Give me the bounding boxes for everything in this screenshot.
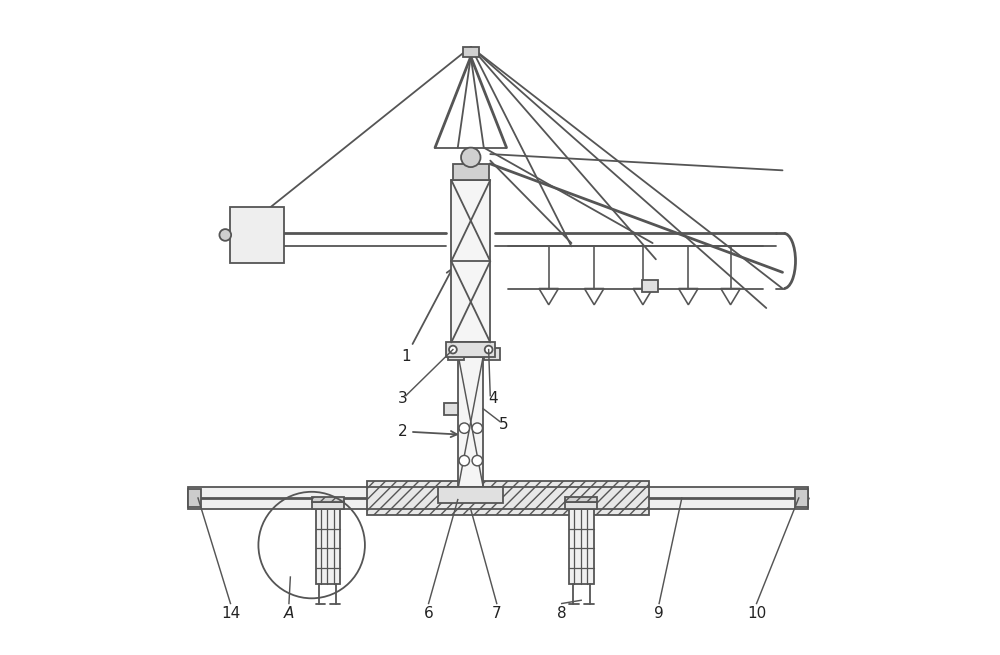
Bar xyxy=(569,510,594,584)
Text: 6: 6 xyxy=(424,606,433,621)
Circle shape xyxy=(459,423,469,434)
Text: 9: 9 xyxy=(654,606,664,621)
Circle shape xyxy=(485,346,493,354)
Bar xyxy=(312,502,344,510)
Bar xyxy=(484,348,500,360)
Bar xyxy=(458,357,483,487)
Bar xyxy=(565,502,597,510)
Text: 10: 10 xyxy=(747,606,766,621)
Text: A: A xyxy=(284,606,294,621)
Bar xyxy=(446,343,495,357)
Text: 8: 8 xyxy=(557,606,567,621)
Circle shape xyxy=(459,455,469,466)
Circle shape xyxy=(472,423,482,434)
Bar xyxy=(316,510,340,584)
Bar xyxy=(312,497,344,502)
Bar xyxy=(188,487,808,510)
Bar xyxy=(463,47,479,57)
Text: 5: 5 xyxy=(498,417,508,432)
Bar xyxy=(448,348,464,360)
Bar xyxy=(451,180,490,343)
Bar xyxy=(230,208,284,263)
Circle shape xyxy=(219,229,231,241)
Bar xyxy=(642,280,658,291)
Bar xyxy=(444,403,458,415)
Text: 14: 14 xyxy=(221,606,240,621)
Bar xyxy=(795,489,808,508)
Circle shape xyxy=(449,346,457,354)
Circle shape xyxy=(472,455,482,466)
Bar xyxy=(453,164,489,180)
Text: 4: 4 xyxy=(489,392,498,407)
Text: 7: 7 xyxy=(492,606,502,621)
Circle shape xyxy=(461,147,481,167)
Bar xyxy=(188,489,201,508)
Bar xyxy=(438,487,503,503)
Bar xyxy=(367,481,649,515)
Bar xyxy=(565,497,597,502)
Text: 3: 3 xyxy=(398,392,407,407)
Text: 2: 2 xyxy=(398,424,457,439)
Text: 1: 1 xyxy=(401,269,452,364)
